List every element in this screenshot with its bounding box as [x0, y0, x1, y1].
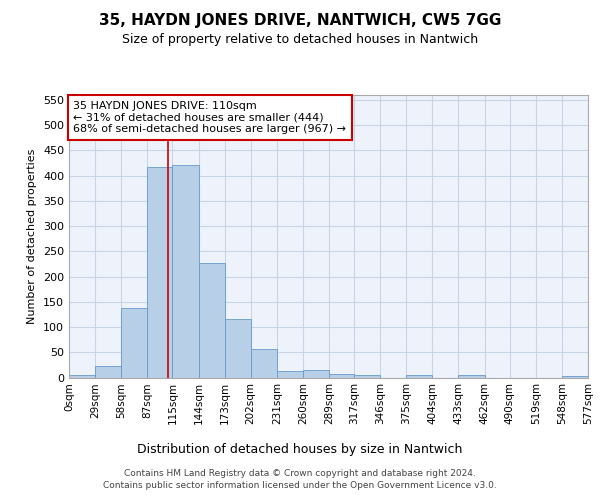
Y-axis label: Number of detached properties: Number of detached properties	[28, 148, 37, 324]
Text: 35 HAYDN JONES DRIVE: 110sqm
← 31% of detached houses are smaller (444)
68% of s: 35 HAYDN JONES DRIVE: 110sqm ← 31% of de…	[73, 101, 346, 134]
Bar	[172, 164, 199, 378]
Bar	[121, 308, 147, 378]
Bar	[147, 166, 172, 378]
Bar	[354, 375, 380, 378]
Bar	[406, 376, 433, 378]
Text: Contains HM Land Registry data © Crown copyright and database right 2024.
Contai: Contains HM Land Registry data © Crown c…	[103, 469, 497, 490]
Bar	[329, 374, 354, 378]
Bar	[199, 263, 224, 378]
Bar	[251, 348, 277, 378]
Text: Size of property relative to detached houses in Nantwich: Size of property relative to detached ho…	[122, 34, 478, 46]
Bar	[224, 320, 251, 378]
Text: 35, HAYDN JONES DRIVE, NANTWICH, CW5 7GG: 35, HAYDN JONES DRIVE, NANTWICH, CW5 7GG	[99, 12, 501, 28]
Bar	[95, 366, 121, 378]
Bar	[277, 372, 303, 378]
Bar	[458, 376, 485, 378]
Bar	[303, 370, 329, 378]
Bar	[562, 376, 588, 378]
Text: Distribution of detached houses by size in Nantwich: Distribution of detached houses by size …	[137, 442, 463, 456]
Bar	[69, 375, 95, 378]
